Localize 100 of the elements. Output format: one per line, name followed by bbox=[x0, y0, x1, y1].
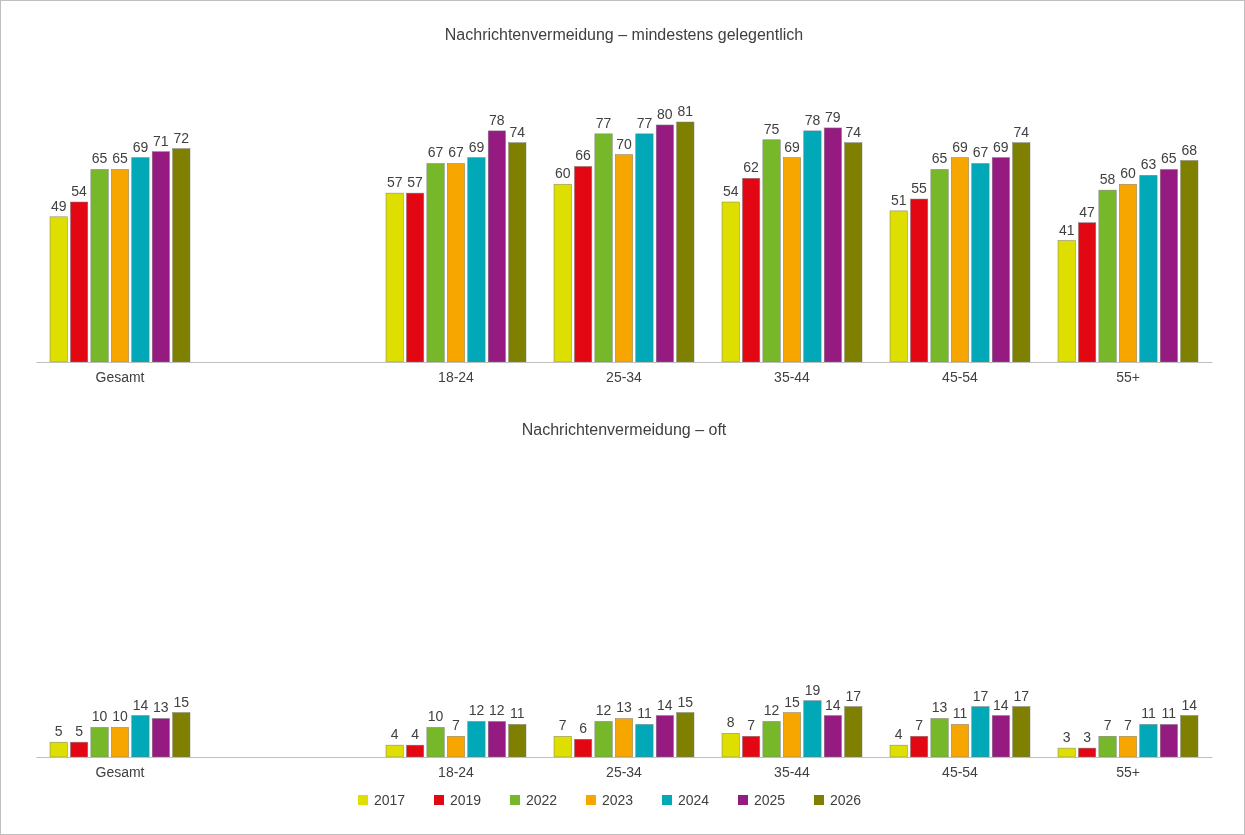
data-label: 13 bbox=[616, 699, 632, 716]
data-label: 81 bbox=[677, 103, 694, 119]
legend-label: 2017 bbox=[374, 792, 406, 808]
bar bbox=[1119, 183, 1137, 363]
bar bbox=[951, 724, 969, 758]
bar bbox=[70, 201, 89, 363]
data-label: 7 bbox=[1124, 717, 1133, 734]
bar bbox=[635, 133, 654, 363]
data-label: 74 bbox=[509, 123, 526, 140]
bar bbox=[889, 744, 908, 758]
bar bbox=[930, 718, 949, 758]
bar bbox=[447, 163, 465, 363]
data-label: 55 bbox=[911, 180, 928, 197]
bar bbox=[889, 210, 908, 363]
bar bbox=[655, 124, 674, 363]
bar bbox=[783, 157, 801, 363]
data-label: 74 bbox=[845, 123, 862, 140]
data-label: 7 bbox=[1103, 717, 1112, 734]
bar bbox=[553, 183, 572, 363]
bar bbox=[803, 130, 822, 363]
chart-title: Nachrichtenvermeidung – mindestens gelegentlich bbox=[444, 26, 804, 43]
bar bbox=[131, 157, 150, 363]
data-label: 68 bbox=[1181, 141, 1198, 158]
data-label: 47 bbox=[1079, 203, 1096, 220]
data-label: 14 bbox=[993, 696, 1009, 713]
x-tick-label: 45-54 bbox=[942, 368, 979, 385]
data-label: 60 bbox=[554, 165, 571, 182]
bar bbox=[111, 169, 129, 363]
bar bbox=[70, 741, 89, 758]
data-label: 67 bbox=[972, 144, 989, 161]
data-label: 12 bbox=[595, 702, 612, 719]
data-label: 8 bbox=[726, 714, 735, 731]
data-label: 15 bbox=[173, 693, 190, 710]
data-label: 17 bbox=[972, 687, 989, 704]
bar bbox=[467, 721, 486, 758]
bar bbox=[90, 169, 109, 363]
data-label: 4 bbox=[894, 726, 903, 743]
legend-label: 2025 bbox=[754, 792, 786, 808]
data-label: 72 bbox=[173, 129, 190, 146]
x-tick-label: Gesamt bbox=[95, 368, 145, 385]
x-tick-label: 18-24 bbox=[438, 368, 475, 385]
data-label: 75 bbox=[763, 120, 780, 137]
bar bbox=[90, 727, 109, 758]
bar bbox=[574, 166, 593, 363]
data-label: 41 bbox=[1058, 221, 1075, 238]
data-label: 14 bbox=[1181, 696, 1198, 713]
bar bbox=[844, 142, 863, 363]
legend-label: 2024 bbox=[678, 792, 710, 808]
data-label: 65 bbox=[91, 150, 108, 167]
data-label: 66 bbox=[575, 147, 592, 164]
bar bbox=[1159, 724, 1178, 758]
bar bbox=[1139, 175, 1158, 363]
data-label: 5 bbox=[54, 723, 63, 740]
data-label: 12 bbox=[763, 702, 780, 719]
legend-label: 2026 bbox=[830, 792, 862, 808]
data-label: 4 bbox=[390, 726, 399, 743]
data-label: 6 bbox=[579, 720, 588, 737]
data-label: 12 bbox=[489, 702, 505, 719]
bar bbox=[151, 151, 170, 363]
data-label: 13 bbox=[931, 699, 948, 716]
bar bbox=[447, 736, 465, 758]
bar bbox=[172, 148, 191, 363]
bar bbox=[1057, 240, 1076, 363]
bar bbox=[151, 718, 170, 758]
data-label: 69 bbox=[952, 138, 968, 155]
bar bbox=[172, 712, 191, 758]
data-label: 19 bbox=[804, 681, 821, 698]
data-label: 14 bbox=[825, 696, 841, 713]
data-label: 57 bbox=[407, 174, 424, 191]
data-label: 15 bbox=[677, 693, 694, 710]
bar bbox=[574, 738, 593, 758]
bar bbox=[930, 169, 949, 363]
data-label: 65 bbox=[931, 150, 948, 167]
bar bbox=[487, 721, 506, 758]
bar bbox=[508, 724, 527, 758]
data-label: 51 bbox=[890, 191, 907, 208]
bar bbox=[385, 744, 404, 758]
bar bbox=[594, 133, 613, 363]
bar bbox=[742, 178, 761, 363]
x-tick-label: 45-54 bbox=[942, 763, 979, 780]
bar bbox=[844, 706, 863, 758]
bar bbox=[426, 727, 445, 758]
bar bbox=[1119, 736, 1137, 758]
data-label: 58 bbox=[1099, 171, 1116, 188]
legend-label: 2022 bbox=[526, 792, 558, 808]
bar bbox=[655, 715, 674, 758]
bar bbox=[385, 192, 404, 363]
data-label: 10 bbox=[91, 708, 108, 725]
data-label: 12 bbox=[468, 702, 485, 719]
data-label: 5 bbox=[75, 723, 84, 740]
data-label: 80 bbox=[657, 105, 673, 122]
bar bbox=[823, 715, 842, 758]
legend-label: 2023 bbox=[602, 792, 634, 808]
data-label: 78 bbox=[804, 111, 821, 128]
bar bbox=[487, 130, 506, 363]
x-tick-label: 18-24 bbox=[438, 763, 475, 780]
bar bbox=[1078, 747, 1097, 758]
bar bbox=[426, 163, 445, 363]
bar bbox=[823, 127, 842, 363]
bar bbox=[803, 700, 822, 758]
